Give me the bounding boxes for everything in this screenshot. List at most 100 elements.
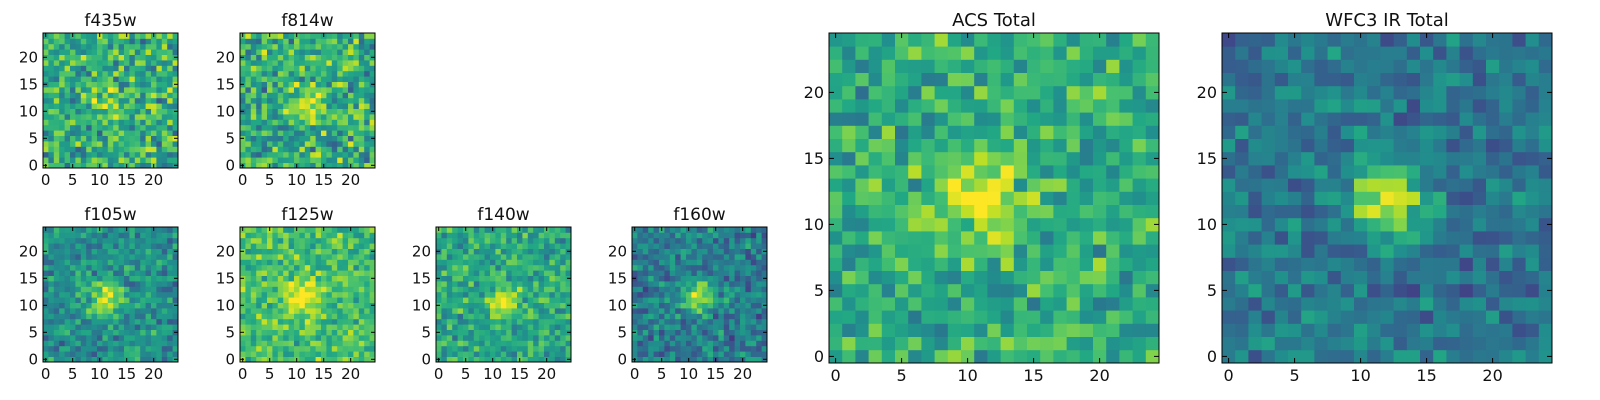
heatmap-cell: [842, 125, 856, 139]
heatmap-cell: [124, 237, 130, 244]
heatmap-cell: [538, 237, 545, 244]
heatmap-cell: [855, 231, 869, 245]
heatmap-cell: [554, 329, 561, 336]
heatmap-cell: [267, 313, 273, 320]
heatmap-cell: [326, 92, 333, 99]
heatmap-cell: [342, 313, 349, 320]
heatmap-cell: [1406, 257, 1421, 271]
heatmap-cell: [113, 157, 119, 163]
heatmap-cell: [1093, 349, 1107, 364]
heatmap-cell: [91, 92, 98, 99]
heatmap-cell: [277, 146, 284, 153]
heatmap-cell: [560, 340, 566, 347]
heatmap-cell: [342, 103, 349, 109]
heatmap-cell: [59, 324, 65, 330]
heatmap-cell: [745, 270, 752, 276]
heatmap-cell: [102, 38, 109, 45]
heatmap-cell: [288, 97, 295, 104]
x-tick-label: 10: [287, 365, 306, 383]
heatmap-cell: [881, 244, 896, 258]
heatmap-cell: [245, 60, 252, 66]
heatmap-cell: [669, 281, 676, 287]
heatmap-cell: [283, 65, 289, 72]
heatmap-cell: [723, 302, 730, 309]
heatmap-cell: [484, 237, 491, 244]
heatmap-cell: [987, 297, 1001, 311]
heatmap-cell: [533, 270, 539, 276]
heatmap-cell: [140, 275, 146, 282]
heatmap-cell: [102, 146, 109, 153]
heatmap-cell: [358, 97, 365, 104]
heatmap-cell: [353, 329, 360, 336]
heatmap-cell: [310, 87, 316, 93]
heatmap-cell: [337, 97, 343, 104]
heatmap-cell: [113, 275, 119, 282]
heatmap-cell: [495, 286, 502, 293]
heatmap-cell: [102, 335, 109, 341]
heatmap-cell: [91, 329, 98, 336]
heatmap-cell: [86, 49, 92, 55]
heatmap-cell: [648, 227, 654, 233]
heatmap-cell: [691, 351, 698, 357]
heatmap-cell: [934, 310, 949, 324]
heatmap-cell: [86, 286, 92, 293]
heatmap-cell: [1288, 297, 1302, 311]
heatmap-cell: [659, 302, 665, 309]
heatmap-cell: [842, 59, 856, 73]
heatmap-cell: [80, 92, 87, 99]
heatmap-cell: [43, 97, 49, 104]
heatmap-cell: [304, 281, 311, 287]
heatmap-cell: [680, 281, 687, 287]
heatmap-cell: [353, 232, 360, 239]
heatmap-cell: [463, 318, 469, 325]
heatmap-cell: [267, 81, 273, 88]
heatmap-cell: [974, 310, 988, 324]
heatmap-cell: [294, 151, 300, 158]
heatmap-cell: [718, 356, 725, 363]
heatmap-cell: [315, 232, 322, 239]
heatmap-cell: [75, 162, 82, 169]
heatmap-cell: [495, 313, 502, 320]
heatmap-cell: [987, 112, 1001, 126]
heatmap-cell: [353, 318, 360, 325]
heatmap-cell: [729, 318, 735, 325]
heatmap-cell: [118, 114, 125, 120]
heatmap-cell: [134, 97, 141, 104]
heatmap-cell: [1512, 217, 1526, 232]
heatmap-cell: [118, 254, 125, 260]
heatmap-cell: [107, 119, 114, 126]
heatmap-cell: [161, 92, 168, 99]
heatmap-cell: [1027, 178, 1041, 192]
heatmap-cell: [277, 135, 284, 142]
heatmap-cell: [1106, 112, 1120, 126]
heatmap-cell: [288, 237, 295, 244]
heatmap-cell: [310, 124, 316, 131]
heatmap-cell: [348, 318, 354, 325]
heatmap-cell: [691, 248, 698, 255]
heatmap-cell: [484, 318, 491, 325]
heatmap-cell: [1106, 99, 1120, 113]
heatmap-cell: [321, 281, 327, 287]
heatmap-cell: [310, 108, 316, 115]
heatmap-cell: [272, 313, 279, 320]
heatmap-cell: [1367, 310, 1381, 324]
heatmap-cell: [358, 65, 365, 72]
heatmap-cell: [107, 248, 114, 255]
heatmap-cell: [974, 231, 988, 245]
heatmap-cell: [723, 324, 730, 330]
heatmap-cell: [283, 97, 289, 104]
heatmap-cell: [756, 297, 762, 303]
heatmap-cell: [107, 135, 114, 142]
heatmap-cell: [452, 227, 458, 233]
heatmap-cell: [161, 335, 168, 341]
heatmap-cell: [86, 130, 92, 136]
heatmap-cell: [729, 243, 735, 249]
heatmap-cell: [337, 114, 343, 120]
heatmap-cell: [43, 87, 49, 93]
heatmap-cell: [637, 308, 644, 314]
heatmap-cell: [97, 237, 103, 244]
heatmap-cell: [457, 318, 464, 325]
heatmap-cell: [315, 248, 322, 255]
heatmap-cell: [86, 297, 92, 303]
